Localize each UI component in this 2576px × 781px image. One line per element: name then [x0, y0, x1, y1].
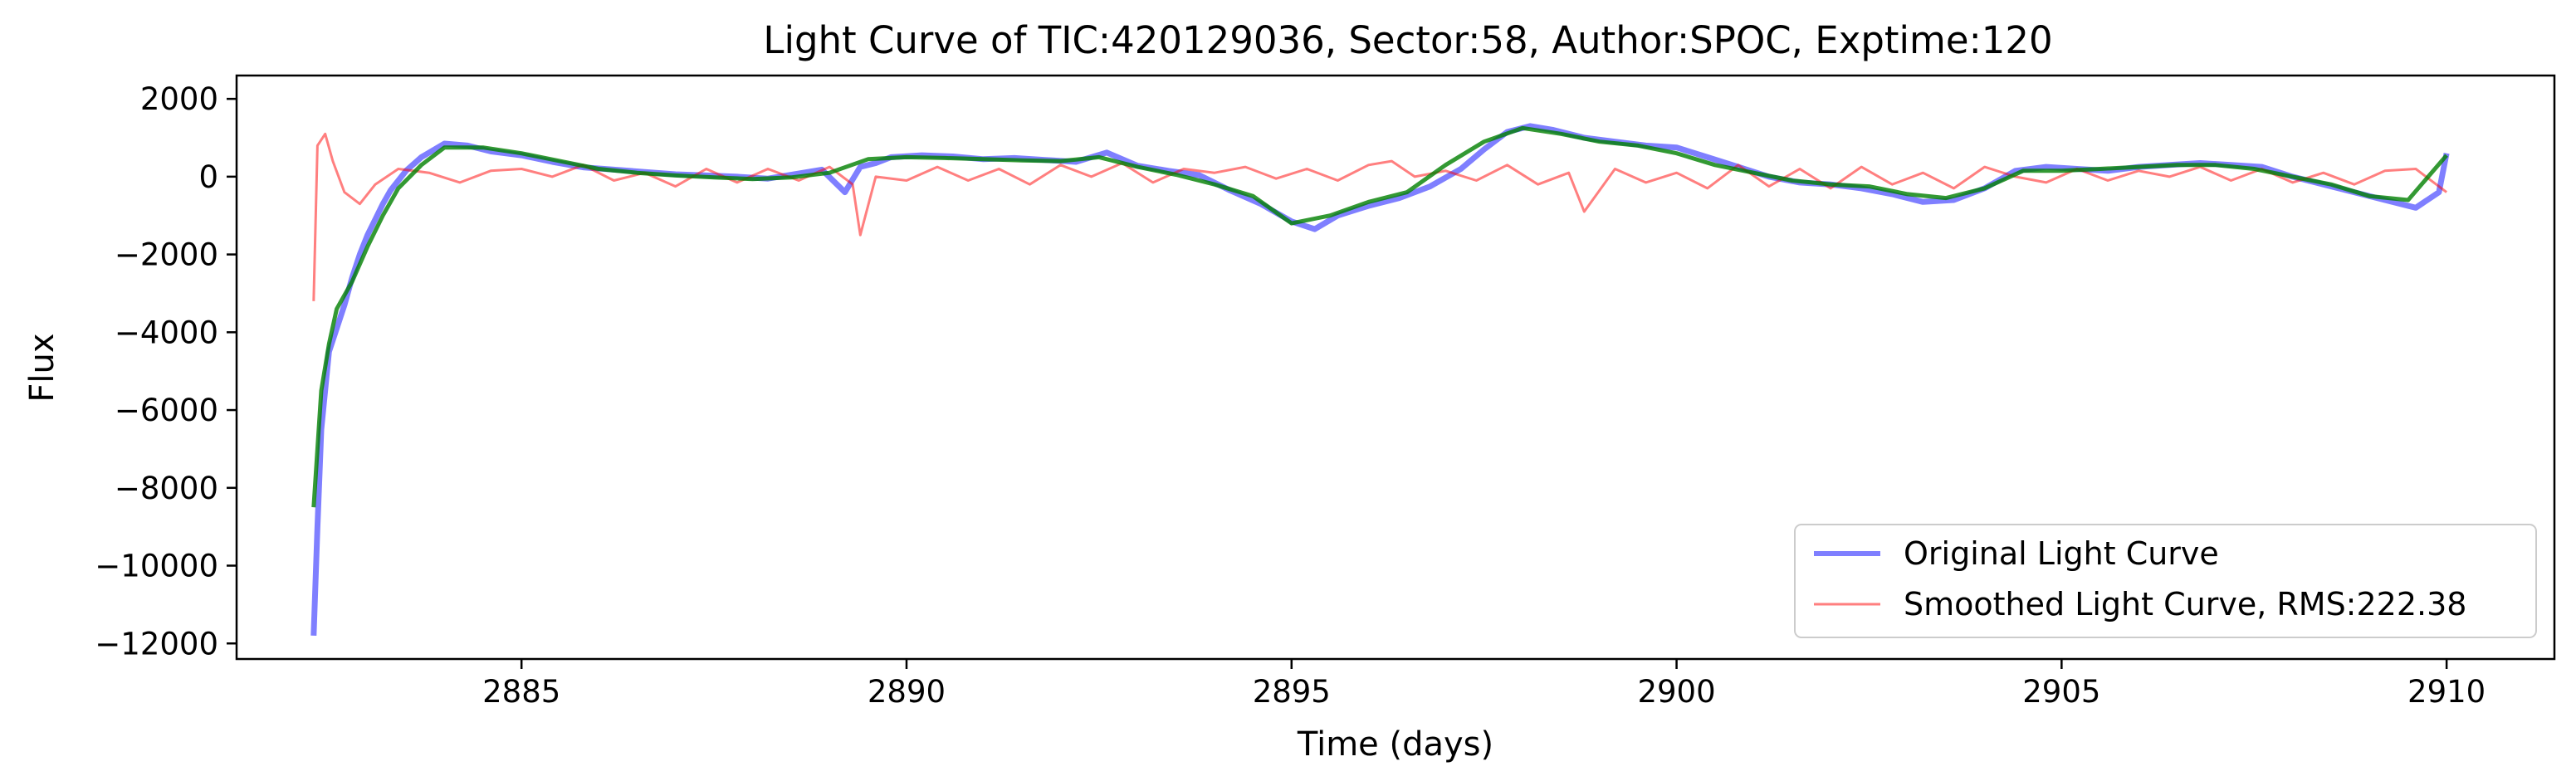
x-tick-label: 2900: [1637, 674, 1715, 710]
y-axis-ticks: 2000 0 −2000 −4000 −6000 −8000 −10000 −12000: [95, 81, 237, 661]
x-tick-label: 2905: [2022, 674, 2100, 710]
plot-lines: [310, 123, 2450, 637]
y-tick-label: 0: [198, 159, 218, 195]
legend-label-original: Original Light Curve: [1904, 535, 2219, 572]
x-tick-label: 2885: [482, 674, 560, 710]
y-tick-label: −2000: [115, 237, 218, 273]
chart-title: Light Curve of TIC:420129036, Sector:58,…: [763, 18, 2052, 62]
trend-line: [311, 125, 2448, 508]
y-axis-label: Flux: [23, 333, 61, 402]
x-axis-label: Time (days): [1297, 725, 1493, 764]
y-tick-label: −10000: [95, 549, 218, 584]
legend-label-smoothed: Smoothed Light Curve, RMS:222.38: [1904, 586, 2466, 622]
plot-frame: [235, 74, 2556, 661]
x-axis-ticks: 2885 2890 2895 2900 2905 2910: [482, 659, 2486, 710]
smoothed-light-curve-line: [312, 132, 2448, 301]
x-tick-label: 2890: [868, 674, 946, 710]
y-tick-label: −4000: [115, 315, 218, 350]
y-tick-label: −12000: [95, 626, 218, 661]
legend-box: [1794, 524, 2537, 638]
legend: Original Light Curve Smoothed Light Curv…: [1794, 524, 2537, 638]
x-tick-label: 2895: [1253, 674, 1331, 710]
x-tick-label: 2910: [2407, 674, 2486, 710]
y-tick-label: 2000: [140, 81, 218, 117]
y-tick-label: −8000: [115, 471, 218, 506]
y-tick-label: −6000: [115, 393, 218, 428]
